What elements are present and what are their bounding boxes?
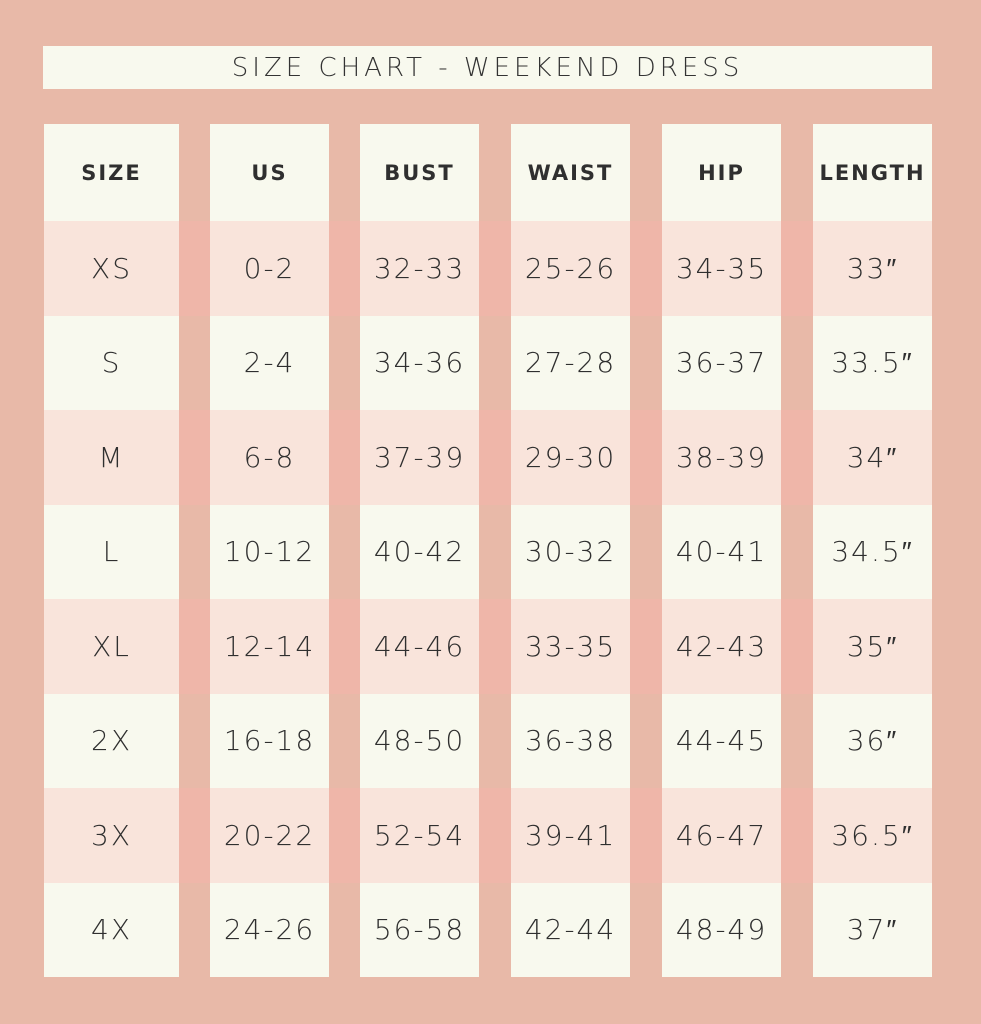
table-cell: 3X	[44, 788, 179, 883]
table-cell: 29-30	[511, 410, 630, 505]
title: SIZE CHART - WEEKEND DRESS	[43, 46, 932, 89]
column-header: SIZE	[44, 124, 179, 221]
table-cell: 2-4	[210, 315, 329, 410]
table-cell: 24-26	[210, 882, 329, 977]
table-cell: 30-32	[511, 504, 630, 599]
row-band	[44, 410, 932, 505]
table-cell: S	[44, 315, 179, 410]
table-cell: 34-35	[662, 221, 781, 316]
table-cell: 34.5″	[813, 504, 932, 599]
table-cell: 42-44	[511, 882, 630, 977]
table-cell: 37″	[813, 882, 932, 977]
table-cell: 20-22	[210, 788, 329, 883]
table-cell: 32-33	[360, 221, 479, 316]
table-cell: 46-47	[662, 788, 781, 883]
table-cell: 38-39	[662, 410, 781, 505]
table-cell: 40-41	[662, 504, 781, 599]
column-header: BUST	[360, 124, 479, 221]
column-header: WAIST	[511, 124, 630, 221]
table-cell: 48-49	[662, 882, 781, 977]
table-cell: 40-42	[360, 504, 479, 599]
table-cell: 36-37	[662, 315, 781, 410]
table-cell: 39-41	[511, 788, 630, 883]
table-cell: 35″	[813, 599, 932, 694]
table-cell: 33-35	[511, 599, 630, 694]
table-cell: M	[44, 410, 179, 505]
table-cell: 4X	[44, 882, 179, 977]
column-header: HIP	[662, 124, 781, 221]
table-cell: XS	[44, 221, 179, 316]
table-cell: 56-58	[360, 882, 479, 977]
table-cell: 6-8	[210, 410, 329, 505]
table-cell: 37-39	[360, 410, 479, 505]
table-cell: 12-14	[210, 599, 329, 694]
table-cell: 33.5″	[813, 315, 932, 410]
row-band	[44, 788, 932, 883]
table-cell: 44-46	[360, 599, 479, 694]
row-band	[44, 599, 932, 694]
table-cell: 2X	[44, 693, 179, 788]
table-cell: 36″	[813, 693, 932, 788]
table-cell: 48-50	[360, 693, 479, 788]
table-cell: 34-36	[360, 315, 479, 410]
table-cell: 44-45	[662, 693, 781, 788]
table-cell: 34″	[813, 410, 932, 505]
table-cell: 42-43	[662, 599, 781, 694]
table-cell: XL	[44, 599, 179, 694]
table-cell: 10-12	[210, 504, 329, 599]
table-cell: 0-2	[210, 221, 329, 316]
row-band	[44, 221, 932, 316]
table-cell: 16-18	[210, 693, 329, 788]
table-cell: 36.5″	[813, 788, 932, 883]
table-cell: 33″	[813, 221, 932, 316]
table-cell: 27-28	[511, 315, 630, 410]
table-cell: 52-54	[360, 788, 479, 883]
table-cell: 36-38	[511, 693, 630, 788]
table-cell: 25-26	[511, 221, 630, 316]
column-header: US	[210, 124, 329, 221]
column-header: LENGTH	[813, 124, 932, 221]
table-cell: L	[44, 504, 179, 599]
